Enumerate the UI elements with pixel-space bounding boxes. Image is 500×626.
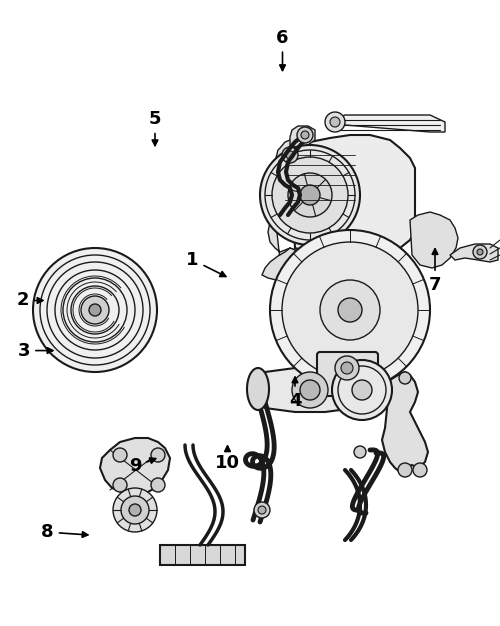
Circle shape <box>320 280 380 340</box>
Circle shape <box>286 151 294 159</box>
Circle shape <box>282 242 418 378</box>
Text: 2: 2 <box>16 292 43 309</box>
Polygon shape <box>160 545 245 565</box>
Circle shape <box>254 502 270 518</box>
Circle shape <box>113 478 127 492</box>
Polygon shape <box>262 248 298 282</box>
Circle shape <box>288 173 332 217</box>
Circle shape <box>260 145 360 245</box>
Polygon shape <box>350 316 367 334</box>
Circle shape <box>33 248 157 372</box>
Text: 8: 8 <box>41 523 88 541</box>
Circle shape <box>473 245 487 259</box>
Text: 4: 4 <box>289 377 301 409</box>
Polygon shape <box>410 212 458 268</box>
Text: 9: 9 <box>129 458 156 475</box>
Text: 10: 10 <box>215 446 240 472</box>
FancyBboxPatch shape <box>317 352 378 396</box>
Circle shape <box>341 362 353 374</box>
Circle shape <box>330 117 340 127</box>
Circle shape <box>292 372 328 408</box>
Circle shape <box>300 380 320 400</box>
Polygon shape <box>382 372 428 472</box>
Circle shape <box>129 504 141 516</box>
Polygon shape <box>330 115 445 132</box>
Circle shape <box>354 446 366 458</box>
Circle shape <box>413 463 427 477</box>
Circle shape <box>272 157 348 233</box>
Circle shape <box>81 296 109 324</box>
Circle shape <box>338 298 362 322</box>
Text: 3: 3 <box>18 342 53 359</box>
Circle shape <box>282 147 298 163</box>
Circle shape <box>477 249 483 255</box>
Circle shape <box>325 112 345 132</box>
Circle shape <box>297 127 313 143</box>
Circle shape <box>398 463 412 477</box>
Ellipse shape <box>351 369 373 411</box>
Polygon shape <box>100 438 170 495</box>
Circle shape <box>332 360 392 420</box>
Circle shape <box>270 230 430 390</box>
Text: 1: 1 <box>186 251 226 277</box>
Text: 5: 5 <box>149 110 161 146</box>
Circle shape <box>335 356 359 380</box>
Circle shape <box>89 304 101 316</box>
Polygon shape <box>258 368 362 412</box>
Circle shape <box>352 380 372 400</box>
Polygon shape <box>290 126 315 148</box>
Text: 6: 6 <box>276 29 289 71</box>
Circle shape <box>301 131 309 139</box>
Polygon shape <box>323 304 340 316</box>
Polygon shape <box>268 215 298 272</box>
Circle shape <box>113 448 127 462</box>
Circle shape <box>151 448 165 462</box>
Circle shape <box>258 506 266 514</box>
Ellipse shape <box>247 368 269 410</box>
Text: 7: 7 <box>429 249 442 294</box>
Polygon shape <box>276 138 308 178</box>
Circle shape <box>399 372 411 384</box>
Polygon shape <box>450 244 498 262</box>
Circle shape <box>121 496 149 524</box>
Polygon shape <box>316 138 342 158</box>
Polygon shape <box>350 287 366 304</box>
Circle shape <box>151 478 165 492</box>
Circle shape <box>300 185 320 205</box>
Polygon shape <box>290 135 415 258</box>
Circle shape <box>113 488 157 532</box>
